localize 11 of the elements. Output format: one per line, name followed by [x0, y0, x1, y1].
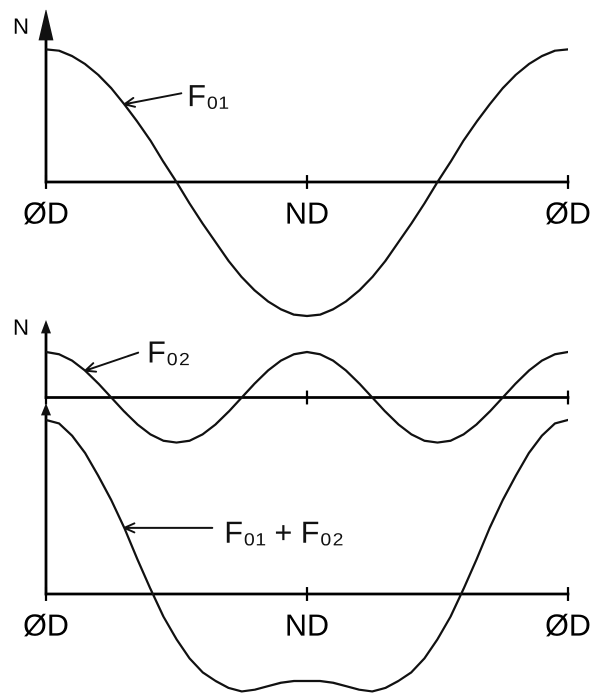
legend-label: F₀₁: [190, 85, 228, 109]
x-tick-label: ØD: [24, 614, 68, 636]
x-tick-label: ND: [287, 202, 328, 224]
y-axis-title: N: [14, 319, 28, 335]
x-tick-label: ØD: [546, 614, 590, 636]
y-axis-title: N: [14, 18, 28, 34]
legend-label: F₀₂: [150, 342, 189, 366]
legend-label: F₀₁ + F₀₂: [226, 522, 342, 546]
x-tick-label: ND: [287, 614, 328, 636]
x-tick-label: ØD: [546, 202, 590, 224]
x-tick-label: ØD: [24, 202, 68, 224]
